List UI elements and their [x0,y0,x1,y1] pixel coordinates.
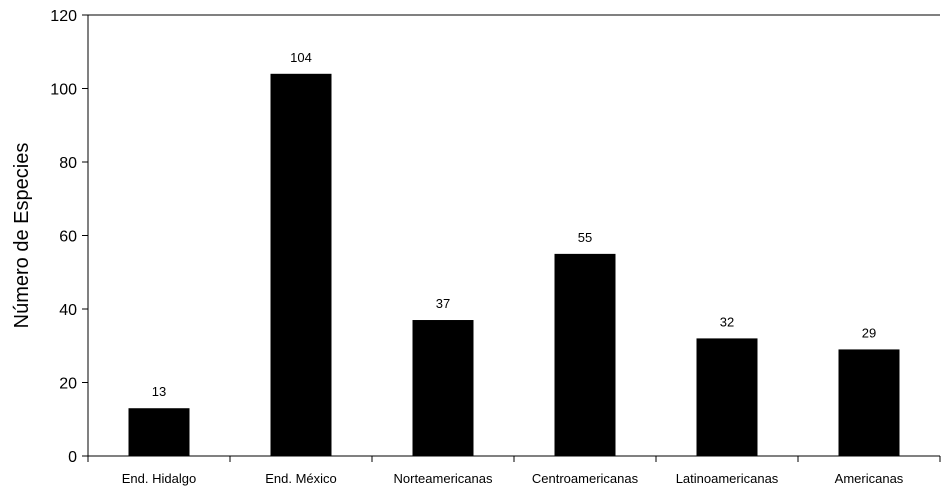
y-tick-label: 0 [68,449,77,466]
bar-value-label: 29 [862,325,876,340]
y-tick-label: 20 [59,376,77,393]
bar [270,73,332,457]
x-category-label: Centroamericanas [532,471,639,486]
bar [554,253,616,456]
y-tick-label: 40 [59,302,77,319]
x-category-label: Latinoamericanas [676,471,779,486]
y-ticks-group: 0 20 40 60 80 100 120 [50,8,88,466]
x-category-label: Norteamericanas [394,471,493,486]
x-category-label: End. México [265,471,337,486]
bar-value-label: 13 [152,384,166,399]
bar [838,349,900,456]
bar-value-label: 104 [290,50,312,65]
x-category-label: End. Hidalgo [122,471,196,486]
y-tick-label: 120 [50,8,77,25]
y-tick-label: 60 [59,229,77,246]
bar [128,408,190,456]
axes-group [87,14,940,457]
y-axis-title: Número de Especies [11,143,33,329]
data-labels-group: 13 104 37 55 32 29 [152,50,876,399]
bar [412,320,474,456]
x-category-label: Americanas [835,471,904,486]
bar [696,338,758,456]
bar-value-label: 37 [436,296,450,311]
bar-value-label: 32 [720,314,734,329]
y-tick-label: 100 [50,82,77,99]
bar-value-label: 55 [578,230,592,245]
bars-group [128,73,900,457]
x-ticks-group: End. Hidalgo End. México Norteamericanas Ce… [87,456,941,486]
y-tick-label: 80 [59,155,77,172]
